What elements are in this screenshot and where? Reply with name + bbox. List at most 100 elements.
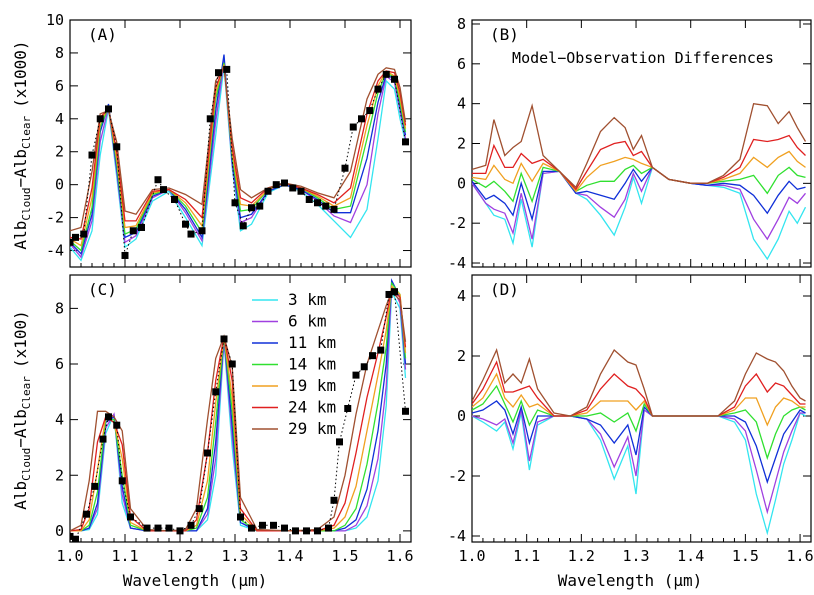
observation-point — [239, 222, 247, 230]
observation-point — [330, 205, 338, 213]
observation-point — [314, 527, 321, 535]
x-tick-label: 1.1 — [513, 547, 540, 565]
observation-point — [248, 524, 255, 532]
observation-point — [195, 505, 203, 513]
svg-text:AlbCloud−AlbClear(x100): AlbCloud−AlbClear (x100) — [11, 310, 33, 509]
y-tick-label: -4 — [46, 242, 64, 260]
panel-b: -4 -2 0 2 4 6 8 (B) — [448, 15, 812, 272]
observation-point — [352, 371, 360, 379]
observation-point — [160, 186, 167, 194]
panel-a: -4 -2 0 2 4 6 8 10 (A) — [46, 11, 412, 268]
observation-point — [360, 363, 368, 371]
y-tick-label: -2 — [448, 214, 466, 232]
panel-label: (D) — [490, 280, 519, 299]
observation-line — [70, 68, 406, 256]
plot-frame — [69, 19, 412, 268]
legend-label: 19 km — [288, 376, 336, 395]
x-tick-label: 1.3 — [221, 547, 248, 565]
panel-d: 1.0 1.1 1.2 1.3 1.4 1.5 1.6 -4 -2 0 2 4 (D) — [448, 274, 814, 565]
observation-point — [215, 69, 222, 77]
observation-point — [259, 521, 266, 529]
y-tick-label: 6 — [55, 77, 64, 95]
observation-point — [336, 438, 343, 446]
series-line-6km — [472, 408, 806, 515]
observation-point — [99, 435, 107, 443]
panel-label: (B) — [490, 25, 519, 44]
series-line-29km — [70, 65, 407, 232]
x-tick-label: 1.5 — [331, 547, 358, 565]
series-line-11km — [472, 166, 806, 222]
y-tick-label: 0 — [457, 174, 466, 192]
y-label-alb: Alb — [11, 221, 30, 250]
series-line-24km — [472, 360, 806, 417]
y-tick-label: 0 — [457, 407, 466, 425]
observation-point — [113, 421, 121, 429]
plot-frame — [471, 274, 812, 543]
series-line-24km — [472, 134, 806, 191]
legend: 3 km 6 km 11 km 14 km 19 km 24 km 29 km — [252, 290, 336, 438]
observation-point — [272, 181, 280, 189]
observation-point — [314, 199, 321, 207]
observation-point — [198, 227, 206, 235]
series-group — [70, 54, 409, 262]
observation-point — [154, 176, 162, 184]
observation-point — [121, 251, 129, 259]
observation-point — [303, 527, 310, 535]
x-tick-label: 1.5 — [732, 547, 759, 565]
observation-point — [402, 138, 409, 146]
observation-point — [220, 335, 228, 343]
observation-point — [305, 195, 313, 203]
y-tick-label: 4 — [457, 95, 466, 113]
y-tick-label: 2 — [55, 143, 64, 161]
plot-frame — [69, 274, 412, 543]
legend-label: 6 km — [288, 312, 327, 331]
legend-label: 11 km — [288, 333, 336, 352]
observation-point — [248, 204, 255, 212]
observation-point — [377, 346, 385, 354]
observation-point — [182, 220, 189, 228]
y-tick-label: 2 — [55, 466, 64, 484]
observation-point — [231, 199, 239, 207]
series-line-14km — [472, 384, 806, 461]
panel-label: (A) — [88, 25, 117, 44]
x-tick-label: 1.0 — [56, 547, 83, 565]
observation-point — [256, 202, 264, 210]
x-tick-label: 1.4 — [677, 547, 704, 565]
y-tick-label: 4 — [55, 411, 64, 429]
observation-point — [349, 123, 357, 131]
svg-text:AlbCloud−AlbClear(x1000): AlbCloud−AlbClear (x1000) — [11, 40, 33, 249]
observation-point — [325, 524, 332, 532]
y-scale-bottom: (x100) — [11, 310, 30, 368]
y-tick-label: 2 — [457, 135, 466, 153]
observation-point — [72, 233, 79, 241]
series-line-29km — [472, 348, 806, 417]
legend-label: 3 km — [288, 290, 327, 309]
y-tick-label: 0 — [55, 176, 64, 194]
series-line-14km — [472, 164, 806, 204]
observation-point — [281, 179, 288, 187]
observation-point — [292, 527, 299, 535]
observation-point — [72, 535, 79, 542]
y-label-sub-clear: Clear — [20, 116, 33, 149]
y-axis-label-bottom: AlbCloud−AlbClear (x100) — [11, 310, 33, 509]
observation-point — [270, 521, 277, 529]
observation-point — [223, 65, 231, 73]
x-tick-label: 1.6 — [386, 547, 413, 565]
x-tick-label: 1.0 — [458, 547, 485, 565]
panel-c: 1.0 1.1 1.2 1.3 1.4 1.5 1.6 0 2 4 6 8 (C) — [55, 274, 414, 565]
observation-point — [374, 85, 382, 93]
observation-point — [143, 524, 151, 532]
series-line-11km — [70, 54, 407, 256]
legend-label: 24 km — [288, 398, 336, 417]
y-tick-label: 10 — [46, 11, 64, 29]
y-tick-label: 8 — [55, 299, 64, 317]
observation-point — [237, 513, 244, 521]
x-tick-label: 1.3 — [622, 547, 649, 565]
panel-b-annotation: Model−Observation Differences — [512, 49, 774, 67]
observation-point — [358, 115, 365, 123]
series-line-3km — [70, 66, 407, 262]
legend-label: 29 km — [288, 419, 336, 438]
observation-point — [118, 477, 126, 485]
y-tick-label: -4 — [448, 254, 466, 272]
series-line-24km — [70, 65, 407, 240]
